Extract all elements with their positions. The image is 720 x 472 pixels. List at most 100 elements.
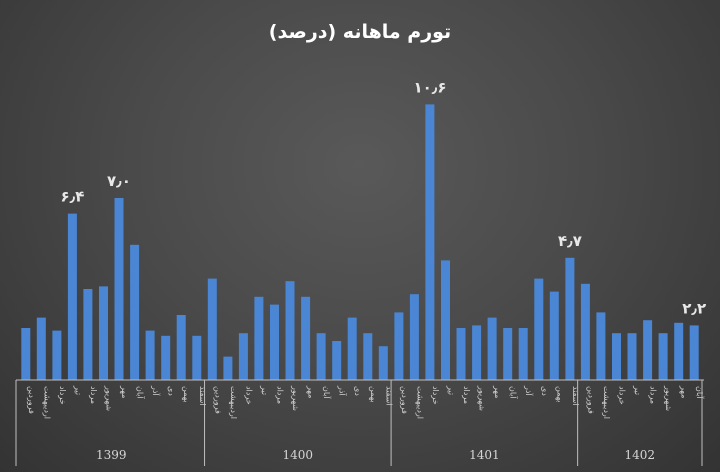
- bar-1399-11: [176, 315, 186, 380]
- month-tick-label: تیر: [447, 385, 456, 395]
- bar-1400-2: [223, 356, 233, 380]
- bar-1400-10: [347, 317, 357, 380]
- bar-1399-5: [83, 289, 93, 380]
- bar-1400-12: [378, 346, 388, 380]
- bar-1399-4: [67, 213, 77, 380]
- month-tick-label: فروردین: [27, 386, 36, 414]
- month-tick-label: بهمن: [555, 386, 564, 403]
- month-tick-label: بهمن: [182, 386, 191, 403]
- annotations-layer: ۶٫۴ ۷٫۰ ۱۰٫۶ ۴٫۷ ۲٫۲: [60, 78, 706, 317]
- bar-1402-6: [658, 333, 668, 380]
- month-tick-label: شهریور: [105, 385, 114, 411]
- bar-1400-3: [238, 333, 248, 380]
- bar-1402-7: [674, 322, 684, 380]
- month-tick-label: مرداد: [462, 386, 471, 404]
- bar-1399-7: [114, 198, 124, 380]
- month-tick-label: آبان: [322, 386, 332, 400]
- month-tick-label: تیر: [260, 385, 269, 395]
- month-tick-label: خرداد: [431, 386, 440, 405]
- month-tick-label: آبان: [695, 386, 705, 400]
- bar-1400-11: [363, 333, 373, 380]
- bar-1401-1: [394, 312, 404, 380]
- year-label: 1399: [96, 448, 127, 462]
- bar-1400-5: [270, 304, 279, 380]
- month-tick-label: اسفند: [198, 386, 207, 406]
- bar-1400-1: [207, 278, 217, 380]
- bar-1401-6: [472, 325, 482, 380]
- month-tick-label: اردیبهشت: [602, 386, 611, 419]
- bar-1402-8: [689, 325, 699, 380]
- month-tick-label: مرداد: [276, 386, 285, 404]
- bar-1399-10: [161, 335, 171, 380]
- month-tick-label: دی: [353, 386, 362, 396]
- bar-1402-1: [580, 283, 590, 380]
- month-tick-label: اردیبهشت: [42, 386, 51, 419]
- data-label: ۲٫۲: [682, 299, 706, 317]
- month-tick-label: اردیبهشت: [415, 386, 424, 419]
- bar-1401-9: [518, 328, 528, 380]
- bar-1401-8: [503, 328, 513, 380]
- bar-1401-5: [456, 328, 466, 380]
- year-label: 1400: [283, 448, 314, 462]
- chart-title: تورم ماهانه (درصد): [269, 21, 451, 43]
- month-tick-label: دی: [167, 386, 176, 396]
- bar-1400-9: [332, 341, 342, 380]
- category-axis: فروردین اردیبهشت خرداد تیر مرداد شهریور مهر آبا…: [15, 379, 705, 466]
- bar-1399-3: [52, 330, 62, 380]
- month-tick-label: آذر: [151, 385, 161, 396]
- bar-1402-3: [612, 333, 621, 380]
- month-tick-label: خرداد: [618, 386, 627, 405]
- month-tick-label: فروردین: [400, 386, 409, 414]
- month-tick-label: شهریور: [478, 385, 487, 411]
- bar-1399-12: [192, 335, 202, 380]
- data-label: ۱۰٫۶: [413, 78, 446, 96]
- month-tick-label: مرداد: [649, 386, 658, 404]
- month-tick-label: خرداد: [244, 386, 253, 405]
- month-tick-label: مهر: [307, 385, 316, 398]
- month-tick-label: مهر: [680, 385, 689, 398]
- month-tick-label: اردیبهشت: [229, 386, 238, 419]
- bars-layer: [21, 104, 699, 381]
- month-tick-label: اسفند: [384, 386, 393, 406]
- bar-1401-11: [549, 291, 559, 380]
- month-tick-label: شهریور: [291, 385, 300, 411]
- month-tick-label: تیر: [73, 385, 82, 395]
- bar-1400-6: [285, 281, 295, 380]
- month-tick-label: خرداد: [58, 386, 67, 405]
- bar-1401-3: [425, 104, 435, 381]
- data-label: ۶٫۴: [60, 188, 84, 206]
- month-tick-label: فروردین: [213, 386, 222, 414]
- bar-1399-8: [130, 244, 140, 380]
- bar-1401-12: [565, 257, 575, 380]
- bar-1399-2: [36, 317, 46, 380]
- month-tick-label: مرداد: [89, 386, 98, 404]
- bar-1402-2: [596, 312, 606, 380]
- bar-1400-7: [301, 296, 311, 380]
- month-tick-label: فروردین: [586, 386, 595, 414]
- year-label: 1402: [625, 448, 656, 462]
- month-tick-label: شهریور: [664, 385, 673, 411]
- year-label: 1401: [469, 448, 500, 462]
- month-tick-label: آبان: [509, 386, 519, 400]
- bar-1402-5: [643, 320, 653, 380]
- bar-1399-9: [145, 330, 155, 380]
- month-tick-label: مهر: [493, 385, 502, 398]
- month-tick-label: آبان: [136, 386, 146, 400]
- bar-1400-8: [316, 333, 326, 380]
- month-tick-label: مهر: [120, 385, 129, 398]
- bar-1401-10: [534, 278, 544, 380]
- bar-1399-6: [99, 286, 108, 380]
- month-tick-label: بهمن: [369, 386, 378, 403]
- bar-1399-1: [21, 328, 31, 380]
- month-tick-label: آذر: [524, 385, 534, 396]
- month-tick-label: دی: [540, 386, 549, 396]
- bar-1401-4: [441, 260, 450, 380]
- month-tick-label: اسفند: [571, 386, 580, 406]
- month-tick-label: آذر: [338, 385, 348, 396]
- bar-1402-4: [627, 333, 637, 380]
- bar-1401-7: [487, 317, 497, 380]
- bar-1401-2: [409, 294, 419, 380]
- bar-1400-4: [254, 296, 264, 380]
- month-tick-label: تیر: [633, 385, 642, 395]
